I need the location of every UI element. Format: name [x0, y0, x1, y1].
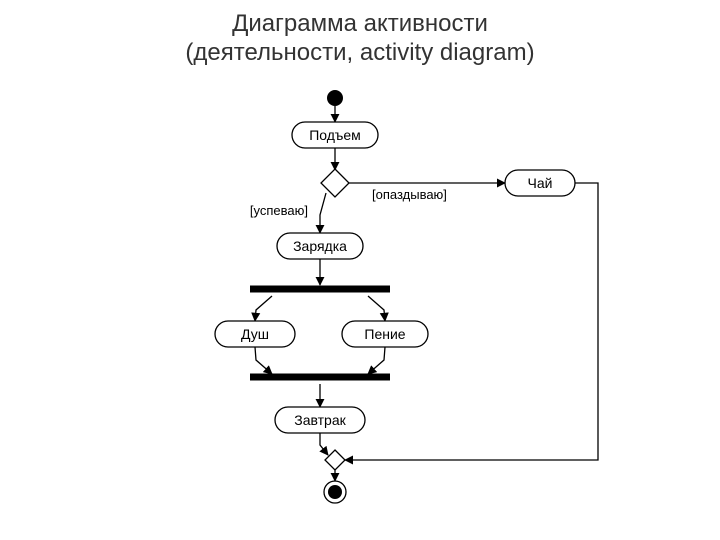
activity-label: Пение [364, 326, 405, 342]
final-node-dot [328, 485, 342, 499]
sync-bar [250, 286, 390, 293]
edge [255, 296, 272, 321]
edge [368, 296, 385, 321]
decision-node [321, 169, 349, 197]
edge [320, 193, 326, 233]
activity-diagram: [опаздываю] [успеваю] Подъем Чай Зарядка Душ П… [0, 0, 720, 540]
activity-label: Завтрак [294, 412, 346, 428]
edge [320, 433, 328, 455]
edge-label: [успеваю] [250, 203, 308, 218]
activity-label: Чай [528, 175, 553, 191]
edge-label: [опаздываю] [372, 187, 447, 202]
activity-label: Подъем [309, 127, 361, 143]
activity-label: Душ [241, 326, 269, 342]
activity-label: Зарядка [293, 238, 347, 254]
edge [368, 347, 385, 374]
initial-node [327, 90, 343, 106]
sync-bar [250, 374, 390, 381]
merge-node [325, 450, 345, 470]
edge [255, 347, 272, 374]
